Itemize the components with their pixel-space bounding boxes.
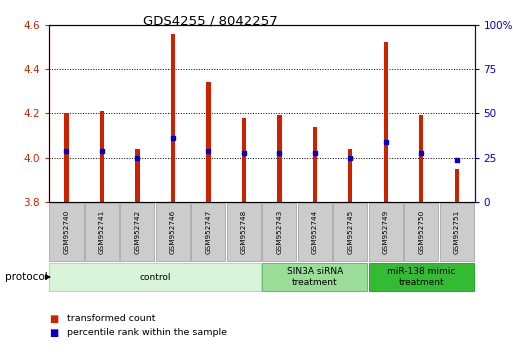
- Bar: [206, 82, 210, 202]
- Text: GDS4255 / 8042257: GDS4255 / 8042257: [143, 14, 278, 27]
- Bar: [298, 203, 332, 261]
- Bar: [404, 203, 438, 261]
- Bar: [49, 203, 84, 261]
- Bar: [333, 203, 367, 261]
- Bar: [313, 127, 317, 202]
- Bar: [262, 263, 367, 291]
- Text: GSM952745: GSM952745: [347, 210, 353, 254]
- Bar: [227, 203, 261, 261]
- Text: protocol: protocol: [5, 272, 48, 282]
- Bar: [49, 263, 261, 291]
- Bar: [100, 111, 104, 202]
- Bar: [85, 203, 119, 261]
- Bar: [369, 263, 474, 291]
- Text: GSM952746: GSM952746: [170, 210, 176, 254]
- Text: GSM952751: GSM952751: [454, 210, 460, 254]
- Text: SIN3A siRNA
treatment: SIN3A siRNA treatment: [287, 267, 343, 287]
- Bar: [242, 118, 246, 202]
- Text: ■: ■: [49, 314, 58, 324]
- Text: GSM952748: GSM952748: [241, 210, 247, 254]
- Bar: [440, 203, 474, 261]
- Bar: [156, 203, 190, 261]
- Bar: [348, 149, 352, 202]
- Text: GSM952740: GSM952740: [64, 210, 69, 254]
- Bar: [64, 113, 69, 202]
- Text: control: control: [140, 273, 171, 281]
- Text: GSM952750: GSM952750: [418, 210, 424, 254]
- Text: ■: ■: [49, 328, 58, 338]
- Bar: [369, 203, 403, 261]
- Text: transformed count: transformed count: [67, 314, 155, 323]
- Text: miR-138 mimic
treatment: miR-138 mimic treatment: [387, 267, 456, 287]
- Bar: [277, 115, 282, 202]
- Bar: [262, 203, 297, 261]
- Bar: [384, 42, 388, 202]
- Text: GSM952744: GSM952744: [312, 210, 318, 254]
- Bar: [455, 169, 459, 202]
- Text: GSM952743: GSM952743: [277, 210, 282, 254]
- Bar: [191, 203, 225, 261]
- Text: GSM952749: GSM952749: [383, 210, 389, 254]
- Text: GSM952747: GSM952747: [205, 210, 211, 254]
- Bar: [419, 115, 423, 202]
- Text: GSM952741: GSM952741: [99, 210, 105, 254]
- Bar: [121, 203, 154, 261]
- Bar: [135, 149, 140, 202]
- Text: percentile rank within the sample: percentile rank within the sample: [67, 328, 227, 337]
- Bar: [171, 34, 175, 202]
- Text: GSM952742: GSM952742: [134, 210, 141, 254]
